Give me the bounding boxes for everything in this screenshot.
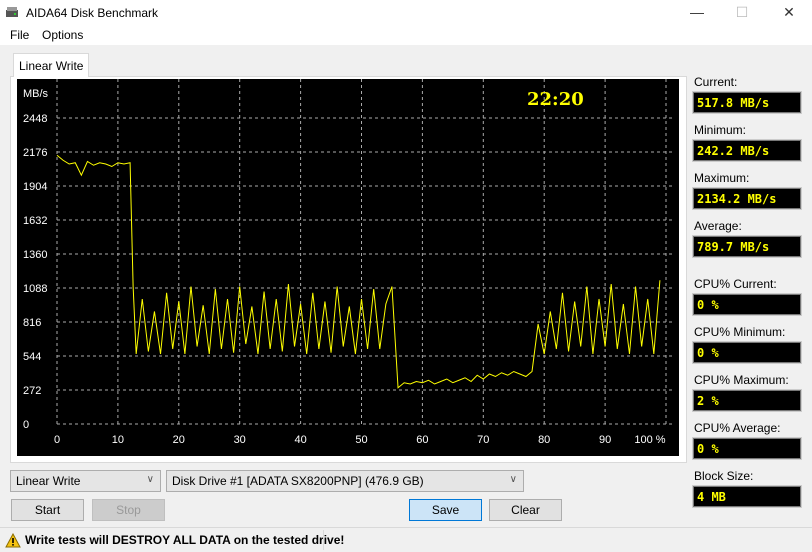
drive-select[interactable]: Disk Drive #1 [ADATA SX8200PNP] (476.9 G… [166,470,524,492]
menu-file[interactable]: File [10,28,30,42]
window-title: AIDA64 Disk Benchmark [26,6,159,20]
warning-icon [5,533,21,548]
clock-label: 22:20 [527,89,584,110]
stat-label: CPU% Maximum: [694,373,789,387]
minimize-button[interactable]: — [690,4,704,20]
status-text: Write tests will DESTROY ALL DATA on the… [25,533,345,547]
stat-label: CPU% Minimum: [694,325,786,339]
x-tick-label: 50 [355,434,367,446]
chevron-down-icon: ∨ [509,474,517,485]
y-tick-label: 816 [23,317,41,329]
title-bar: AIDA64 Disk Benchmark — ☐ ✕ [0,0,812,25]
stat-value: 0 % [692,341,802,364]
y-tick-label: 2176 [23,147,47,159]
stat-label: Minimum: [694,123,747,137]
stat-value: 517.8 MB/s [692,91,802,114]
benchmark-chart: 0 272 544 816 1088 1360 1632 1904 2176 2448 0 10 20 3… [17,79,679,456]
x-tick-label: 80 [538,434,550,446]
stat-label: Current: [694,75,738,89]
stat-value: 2 % [692,389,802,412]
stop-button[interactable]: Stop [92,499,165,521]
stat-label: Block Size: [694,469,754,483]
maximize-button[interactable]: ☐ [735,4,749,20]
y-axis-unit: MB/s [23,88,49,100]
y-tick-label: 2448 [23,113,47,125]
chevron-down-icon: ∨ [146,474,154,485]
x-tick-label: 60 [416,434,428,446]
x-tick-label: 20 [173,434,185,446]
tab-linear-write[interactable]: Linear Write [13,53,89,77]
stat-label: CPU% Current: [694,277,777,291]
drive-select-value: Disk Drive #1 [ADATA SX8200PNP] (476.9 G… [172,474,424,488]
x-tick-label: 10 [112,434,124,446]
stat-value: 2134.2 MB/s [692,187,802,210]
y-tick-label: 272 [23,385,41,397]
x-tick-label: 30 [234,434,246,446]
close-button[interactable]: ✕ [783,4,795,20]
test-select-value: Linear Write [16,474,81,488]
test-select[interactable]: Linear Write ∨ [10,470,161,492]
x-tick-label: 0 [54,434,60,446]
save-button[interactable]: Save [409,499,482,521]
stat-value: 242.2 MB/s [692,139,802,162]
x-tick-label: 40 [294,434,306,446]
y-tick-label: 1632 [23,215,47,227]
stat-value: 4 MB [692,485,802,508]
y-tick-label: 1360 [23,249,47,261]
status-bar: Write tests will DESTROY ALL DATA on the… [0,527,812,552]
status-divider [323,530,324,550]
stat-label: Average: [694,219,742,233]
x-tick-label: 90 [599,434,611,446]
stat-value: 0 % [692,293,802,316]
disk-icon [6,7,18,17]
x-tick-label: 70 [477,434,489,446]
stat-label: CPU% Average: [694,421,781,435]
start-button[interactable]: Start [11,499,84,521]
y-tick-label: 0 [23,419,29,431]
clear-button[interactable]: Clear [489,499,562,521]
stat-value: 0 % [692,437,802,460]
throughput-line [56,154,661,389]
menu-options[interactable]: Options [42,28,84,42]
stat-label: Maximum: [694,171,750,185]
y-tick-label: 544 [23,351,41,363]
menu-bar: File Options [0,25,812,45]
y-tick-label: 1088 [23,283,47,295]
stat-value: 789.7 MB/s [692,235,802,258]
x-tick-label: 100 % [634,434,665,446]
y-tick-label: 1904 [23,181,47,193]
